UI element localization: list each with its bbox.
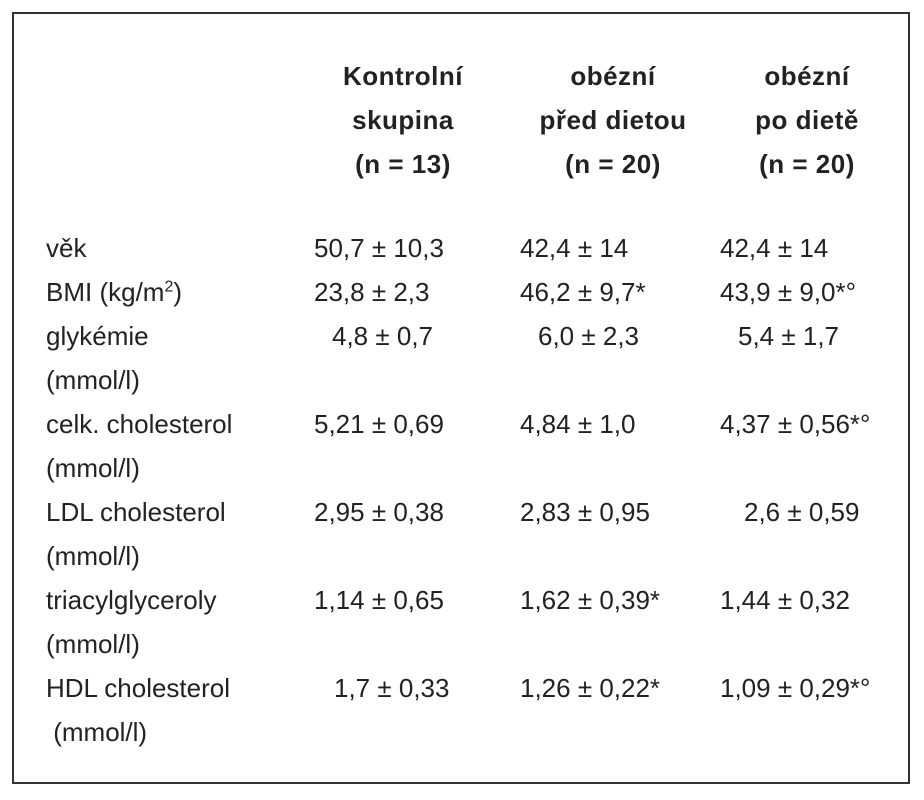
column-header-line: obézní: [570, 61, 656, 91]
column-header-obese-before: obézní před dietou (n = 20): [513, 54, 713, 186]
value-obese-before: 1,62 ± 0,39*: [520, 585, 661, 615]
row-label: BMI (kg/m2): [46, 270, 182, 314]
row-label-unit: (mmol/l): [46, 717, 148, 747]
column-header-line: Kontrolní: [342, 61, 464, 91]
row-label-unit: (mmol/l): [46, 365, 140, 395]
row-label-text: LDL cholesterol: [46, 497, 226, 527]
row-label-text: věk: [46, 233, 87, 263]
row-label-unit: (mmol/l): [46, 541, 140, 571]
row-label: LDL cholesterol (mmol/l): [46, 490, 226, 578]
value-obese-before: 42,4 ± 14: [520, 233, 629, 263]
row-label-text-end: ): [173, 277, 183, 307]
row-label: celk. cholesterol (mmol/l): [46, 402, 232, 490]
value-obese-before: 4,84 ± 1,0: [520, 409, 636, 439]
row-label-unit: (mmol/l): [46, 629, 140, 659]
row-label: triacylglyceroly (mmol/l): [46, 578, 217, 666]
value-control: 50,7 ± 10,3: [314, 233, 444, 263]
column-header-line: (n = 20): [759, 149, 855, 179]
value-control: 5,21 ± 0,69: [314, 409, 444, 439]
row-label-text: BMI (kg/m: [46, 277, 165, 307]
column-header-line: (n = 20): [565, 149, 661, 179]
value-obese-after: 1,09 ± 0,29*°: [720, 673, 871, 703]
value-obese-after: 2,6 ± 0,59: [744, 497, 860, 527]
value-obese-before: 2,83 ± 0,95: [520, 497, 650, 527]
value-control: 4,8 ± 0,7: [332, 321, 434, 351]
row-label: HDL cholesterol (mmol/l): [46, 666, 230, 754]
column-header-line: (n = 13): [355, 149, 451, 179]
row-label-text: celk. cholesterol: [46, 409, 233, 439]
value-obese-after: 43,9 ± 9,0*°: [720, 277, 856, 307]
column-header-obese-after: obézní po dietě (n = 20): [707, 54, 907, 186]
column-header-line: před dietou: [539, 105, 687, 135]
value-obese-before: 1,26 ± 0,22*: [520, 673, 661, 703]
value-control: 1,7 ± 0,33: [334, 673, 450, 703]
column-header-line: po dietě: [755, 105, 859, 135]
row-label: věk: [46, 226, 86, 270]
value-obese-before: 6,0 ± 2,3: [538, 321, 640, 351]
column-header-line: obézní: [764, 61, 850, 91]
row-label-text: triacylglyceroly: [46, 585, 217, 615]
value-obese-before: 46,2 ± 9,7*: [520, 277, 646, 307]
value-control: 2,95 ± 0,38: [314, 497, 444, 527]
value-control: 1,14 ± 0,65: [314, 585, 444, 615]
row-label-text: glykémie: [46, 321, 149, 351]
column-header-line: skupina: [352, 105, 454, 135]
row-label: glykémie (mmol/l): [46, 314, 149, 402]
row-label-text: HDL cholesterol: [46, 673, 231, 703]
row-label-unit: (mmol/l): [46, 453, 140, 483]
value-obese-after: 42,4 ± 14: [720, 233, 829, 263]
table-frame: Kontrolní skupina (n = 13) obézní před d…: [12, 12, 910, 784]
value-obese-after: 5,4 ± 1,7: [738, 321, 840, 351]
column-header-control: Kontrolní skupina (n = 13): [303, 54, 503, 186]
value-obese-after: 4,37 ± 0,56*°: [720, 409, 871, 439]
value-control: 23,8 ± 2,3: [314, 277, 430, 307]
value-obese-after: 1,44 ± 0,32: [720, 585, 850, 615]
row-label-superscript: 2: [164, 278, 174, 296]
